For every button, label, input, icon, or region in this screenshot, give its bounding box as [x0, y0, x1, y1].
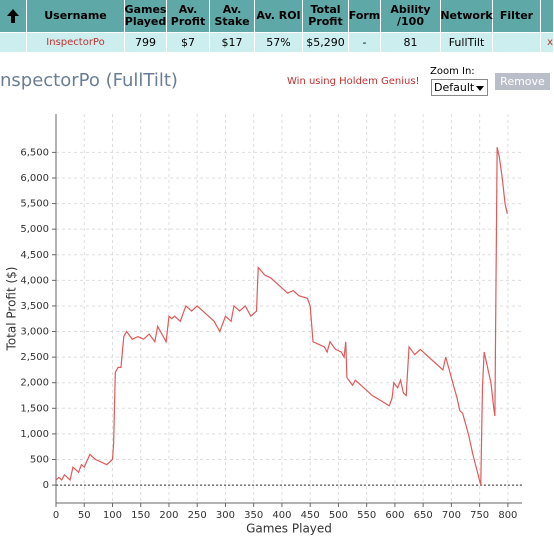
table-cell: 57% [255, 33, 303, 52]
dropdown-arrow [476, 86, 484, 91]
x-tick-label: 100 [103, 510, 122, 521]
row-blank [0, 33, 27, 52]
table-cell: - [349, 33, 381, 52]
x-tick-label: 600 [385, 510, 404, 521]
y-tick-label: 1,000 [20, 429, 49, 440]
column-header: Username [27, 0, 125, 32]
column-header: Form [349, 0, 381, 32]
column-header: Games Played [125, 0, 167, 32]
zoom-select[interactable]: Default [431, 79, 488, 96]
table-cell: FullTilt [441, 33, 493, 52]
column-header: Av. Profit [167, 0, 210, 32]
y-tick-label: 4,500 [20, 250, 49, 261]
x-tick-label: 700 [442, 510, 461, 521]
heading: nspectorPo (FullTilt) [0, 70, 178, 91]
column-header: Network [440, 0, 493, 32]
filter-cell [493, 33, 541, 52]
x-tick-label: 800 [498, 510, 517, 521]
x-axis-label: Games Played [246, 522, 332, 536]
x-tick-label: 50 [78, 510, 91, 521]
remove-button[interactable]: Remove [495, 73, 550, 90]
table-cell: $17 [210, 33, 255, 52]
y-tick-label: 1,500 [20, 403, 49, 414]
table-cell[interactable]: InspectorPo [27, 33, 125, 52]
column-header: Filter [493, 0, 541, 32]
zoom-option: Default [434, 81, 475, 94]
y-tick-label: 2,500 [20, 352, 49, 363]
promo-link[interactable]: Win using Holdem Genius! [287, 76, 420, 87]
x-tick-label: 250 [188, 510, 207, 521]
table-cell: $5,290 [303, 33, 349, 52]
table-cell: $7 [167, 33, 210, 52]
header-blank [541, 0, 554, 32]
y-tick-label: 2,000 [20, 378, 49, 389]
table-cell: 81 [381, 33, 441, 52]
x-tick-label: 400 [272, 510, 291, 521]
x-tick-label: 200 [159, 510, 178, 521]
profit-line [55, 147, 508, 486]
x-tick-label: 0 [53, 510, 59, 521]
x-tick-label: 300 [216, 510, 235, 521]
x-tick-label: 450 [301, 510, 320, 521]
zoom-label: Zoom In: [430, 66, 475, 77]
y-axis-label: Total Profit ($) [5, 267, 19, 352]
sort-arrow[interactable] [0, 0, 27, 32]
y-tick-label: 6,000 [20, 173, 49, 184]
y-tick-label: 3,000 [20, 327, 49, 338]
column-header: Ability /100 [381, 0, 441, 32]
x-tick-label: 500 [329, 510, 348, 521]
x-tick-label: 650 [414, 510, 433, 521]
remove-row[interactable]: x [541, 33, 554, 52]
y-tick-label: 4,000 [20, 275, 49, 286]
x-tick-label: 750 [470, 510, 489, 521]
y-tick-label: 5,500 [20, 199, 49, 210]
x-tick-label: 150 [131, 510, 150, 521]
y-tick-label: 3,500 [20, 301, 49, 312]
column-header: Av. ROI [255, 0, 303, 32]
column-header: Total Profit [303, 0, 349, 32]
table-cell: 799 [125, 33, 167, 52]
arrow-icon [7, 9, 19, 23]
x-tick-label: 550 [357, 510, 376, 521]
x-tick-label: 350 [244, 510, 263, 521]
y-tick-label: 6,500 [20, 147, 49, 158]
y-tick-label: 5,000 [20, 224, 49, 235]
column-header: Av. Stake [210, 0, 255, 32]
y-tick-label: 0 [43, 480, 49, 491]
y-tick-label: 500 [30, 454, 49, 465]
